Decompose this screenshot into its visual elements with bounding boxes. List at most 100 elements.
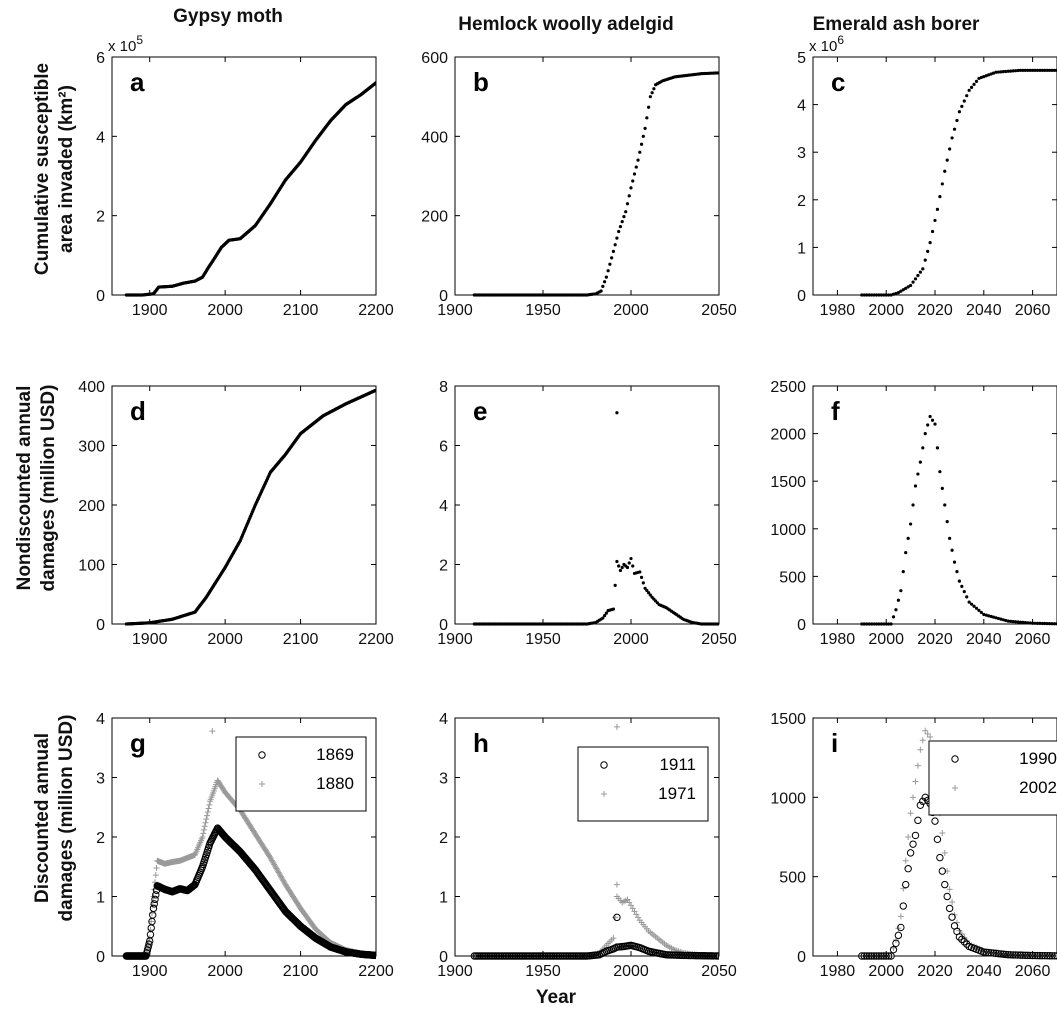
x-tick-label: 1950 <box>525 302 561 319</box>
row-label-1-line-1: Cumulative susceptible <box>32 63 53 275</box>
data-point-1990 <box>909 840 917 848</box>
data-point <box>1050 68 1054 72</box>
x-tick-label: 2200 <box>358 302 394 319</box>
data-point <box>930 418 935 422</box>
data-point <box>638 150 642 154</box>
data-point-1990 <box>1033 951 1042 960</box>
data-point <box>1050 622 1054 626</box>
data-point-1971-outlier <box>613 881 620 888</box>
data-point <box>1043 621 1047 626</box>
data-point-1990 <box>862 952 871 960</box>
legend-marker-1971 <box>601 791 607 797</box>
data-point <box>928 414 932 419</box>
data-point-1990 <box>948 913 956 921</box>
data-point <box>999 617 1003 621</box>
data-point <box>991 615 996 619</box>
data-point <box>904 551 908 555</box>
row-label-3-line-2: damages (million USD) <box>56 715 77 922</box>
data-point <box>977 76 981 81</box>
data-point <box>916 273 920 278</box>
data-point-1911-outlier <box>613 913 621 922</box>
x-tick-label: 2040 <box>966 631 1002 648</box>
data-point <box>901 288 905 292</box>
x-tick-label: 2060 <box>1015 302 1051 319</box>
data-point <box>1040 68 1044 72</box>
data-point-1990 <box>1031 951 1039 960</box>
data-point-2002 <box>927 734 934 741</box>
data-point <box>645 588 649 593</box>
data-point-2002 <box>924 730 931 737</box>
data-point <box>639 575 644 579</box>
y-tick-label: 0 <box>797 617 806 634</box>
data-point <box>624 210 628 214</box>
data-point-1880-outlier <box>209 728 216 735</box>
data-points <box>860 68 1057 297</box>
y-tick-label: 1 <box>96 890 105 907</box>
data-point-2002 <box>949 899 956 906</box>
data-point <box>918 270 922 274</box>
x-tick-label: 2020 <box>917 963 953 980</box>
y-tick-label: 2 <box>96 209 105 226</box>
legend-label-1990: 1990 <box>1019 749 1057 768</box>
y-tick-label: 0 <box>797 949 806 966</box>
data-point <box>603 280 607 284</box>
data-point-1990 <box>1016 951 1025 959</box>
data-point <box>1009 69 1013 73</box>
data-point-1990 <box>992 949 1000 958</box>
data-point-2002 <box>922 727 929 734</box>
data-point <box>970 602 974 606</box>
data-point-1990 <box>860 952 868 960</box>
column-title-gypsy-moth: Gypsy moth <box>173 6 283 27</box>
data-point <box>872 293 876 297</box>
data-point-1990 <box>941 880 949 889</box>
data-point <box>647 105 651 109</box>
data-point-1990 <box>872 952 881 960</box>
legend: 1990 2002 <box>928 740 1057 816</box>
y-tick-label: 4 <box>439 711 448 728</box>
data-point-1990 <box>919 797 927 805</box>
data-point <box>622 215 626 219</box>
y-tick-label: 0 <box>439 617 448 634</box>
y-tick-label: 2500 <box>770 379 806 396</box>
y-tick-label: 6 <box>439 439 448 456</box>
data-point <box>982 75 986 79</box>
data-point <box>933 422 937 426</box>
y-tick-label: 400 <box>421 129 448 146</box>
data-point-1990 <box>1026 951 1034 960</box>
data-point <box>933 218 937 223</box>
data-point <box>972 82 976 86</box>
data-point <box>620 565 624 570</box>
data-point <box>639 142 644 146</box>
x-tick-label: 2000 <box>613 631 649 648</box>
data-point <box>1016 68 1020 73</box>
data-point <box>629 556 633 561</box>
data-point-1990 <box>931 817 939 825</box>
data-point <box>960 584 964 588</box>
data-point-1990 <box>958 935 966 944</box>
y-tick-label: 3 <box>797 145 806 162</box>
x-tick-label: 1900 <box>132 302 168 319</box>
y-tick-label: 400 <box>78 379 105 396</box>
x-tick-label: 1980 <box>820 631 856 648</box>
data-point <box>938 470 942 474</box>
data-point <box>641 134 645 138</box>
data-point-1990 <box>1050 952 1057 960</box>
data-point <box>650 91 654 95</box>
axes-box <box>111 385 377 625</box>
data-point <box>1038 621 1042 626</box>
data-point-1990 <box>1036 951 1044 960</box>
data-point-1990 <box>1048 952 1056 960</box>
y-tick-label: 0 <box>96 617 105 634</box>
data-point <box>970 85 974 89</box>
data-point <box>1045 621 1049 626</box>
data-point-1869 <box>150 900 158 908</box>
data-point <box>994 616 998 620</box>
y-tick-label: 2 <box>439 830 448 847</box>
y-tick-label: 8 <box>439 379 448 396</box>
data-point <box>916 472 920 476</box>
panel-letter-g: g <box>130 728 146 758</box>
data-point-1990 <box>904 865 912 873</box>
data-point-1990 <box>938 867 947 875</box>
x-tick-label: 2100 <box>283 302 319 319</box>
